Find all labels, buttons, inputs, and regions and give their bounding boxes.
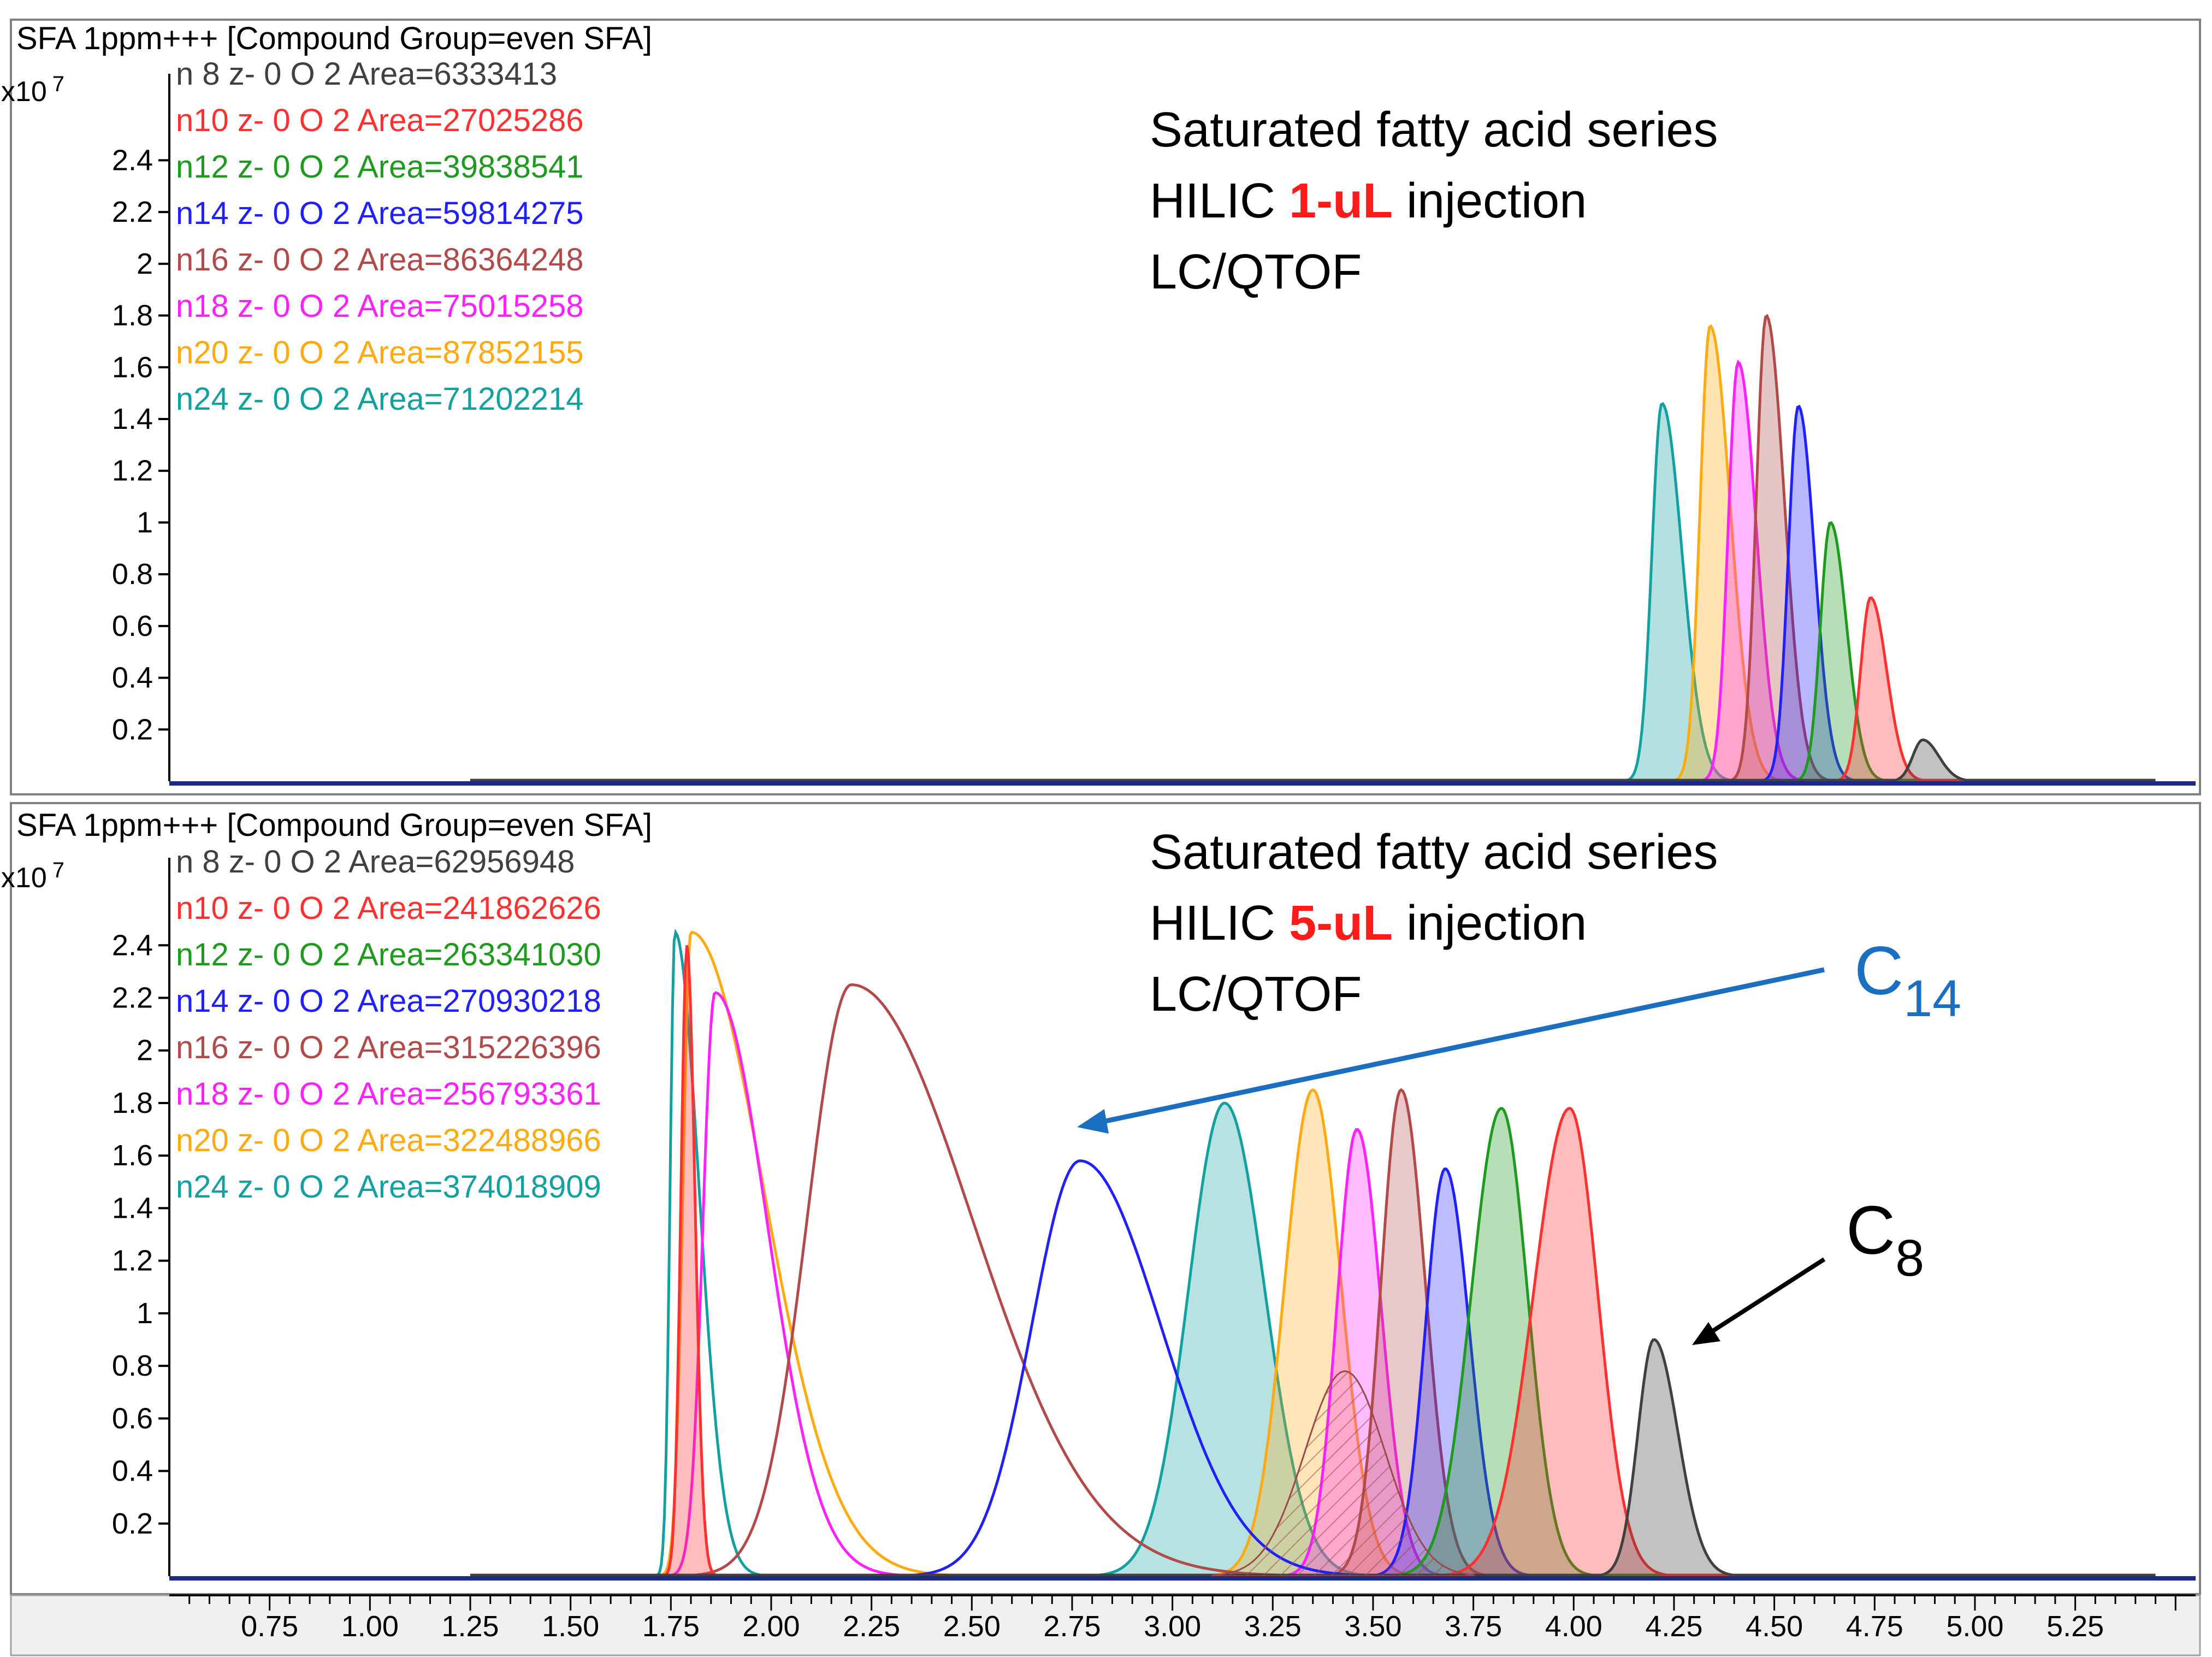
c8-label: C8 (1846, 1193, 1924, 1287)
bottom-y-tick-label: 0.4 (112, 1455, 153, 1488)
top-panel-title: SFA 1ppm+++ [Compound Group=even SFA] (16, 21, 652, 56)
top-y-tick-label: 0.4 (112, 662, 153, 694)
x-tick-label: 2.75 (1043, 1610, 1101, 1643)
integration-hatch (1211, 1370, 1475, 1577)
top-legend-entry: n20 z- 0 O 2 Area=87852155 (176, 335, 584, 370)
top-y-tick-label: 0.6 (112, 610, 153, 642)
x-tick-label: 1.75 (642, 1610, 700, 1643)
top-annotation-line3: LC/QTOF (1150, 245, 1362, 299)
c14-arrow-head (1077, 1109, 1109, 1134)
x-tick-label: 4.00 (1545, 1610, 1602, 1643)
x-tick-label: 2.50 (943, 1610, 1001, 1643)
top-y-tick-label: 2 (137, 247, 153, 280)
x-tick-label: 4.25 (1645, 1610, 1702, 1643)
x-tick-label: 2.00 (742, 1610, 800, 1643)
x-tick-label: 0.75 (241, 1610, 298, 1643)
c14-callout: C14 (1077, 933, 1961, 1134)
x-tick-label: 1.25 (441, 1610, 499, 1643)
top-y-tick-label: 1 (137, 506, 153, 539)
top-plot-area (470, 314, 2156, 782)
top-y-tick-label: 1.2 (112, 455, 153, 487)
top-series-fill (470, 362, 2156, 781)
bottom-y-tick-label: 0.8 (112, 1349, 153, 1382)
x-tick-label: 3.75 (1445, 1610, 1502, 1643)
bottom-injection-volume: 5-uL (1289, 896, 1393, 951)
top-legend-entry: n14 z- 0 O 2 Area=59814275 (176, 196, 584, 231)
bottom-panel-title: SFA 1ppm+++ [Compound Group=even SFA] (16, 807, 652, 843)
bottom-legend-entry: n24 z- 0 O 2 Area=374018909 (176, 1169, 601, 1205)
bottom-y-tick-label: 1 (137, 1297, 153, 1330)
x-tick-label: 5.25 (2047, 1610, 2104, 1643)
top-y-tick-label: 0.8 (112, 558, 153, 591)
bottom-legend-entry: n14 z- 0 O 2 Area=270930218 (176, 983, 601, 1019)
bottom-legend-entry: n16 z- 0 O 2 Area=315226396 (176, 1030, 601, 1065)
bottom-y-tick-label: 2.4 (112, 929, 153, 962)
top-panel (10, 19, 2201, 795)
bottom-axes: 0.2 0.4 0.6 0.8 1 1.2 1.4 1.6 1.8 2 2.2 2.4 (112, 858, 2196, 1581)
bottom-y-tick-label: 0.2 (112, 1507, 153, 1540)
top-y-tick-label: 2.2 (112, 196, 153, 228)
top-legend-entry: n18 z- 0 O 2 Area=75015258 (176, 288, 584, 324)
bottom-y-tick-label: 2.2 (112, 982, 153, 1015)
top-legend-entry: n10 z- 0 O 2 Area=27025286 (176, 103, 584, 138)
top-legend-entry: n16 z- 0 O 2 Area=86364248 (176, 242, 584, 278)
bottom-legend-entry: n12 z- 0 O 2 Area=263341030 (176, 937, 601, 972)
bottom-annotation-line1: Saturated fatty acid series (1150, 825, 1718, 880)
top-annotation-line1: Saturated fatty acid series (1150, 103, 1718, 157)
top-y-tick-label: 0.2 (112, 713, 153, 746)
bottom-legend-entry: n10 z- 0 O 2 Area=241862626 (176, 891, 601, 926)
c8-arrow-shaft (1708, 1257, 1826, 1335)
x-axis-band (10, 1594, 2201, 1656)
bottom-plot-area (470, 928, 2156, 1577)
bottom-legend: n 8 z- 0 O 2 Area=62956948 n10 z- 0 O 2 A… (176, 844, 601, 1205)
top-y-tick-label: 1.4 (112, 403, 153, 435)
bottom-y-tick-label: 1.6 (112, 1139, 153, 1172)
top-y-tick-label: 1.8 (112, 299, 153, 332)
bottom-series-fill (1365, 1169, 1564, 1576)
x-tick-label: 3.25 (1244, 1610, 1302, 1643)
bottom-y-tick-label: 0.6 (112, 1402, 153, 1435)
x-axis: 0.75 1.00 1.25 1.50 1.75 2.00 2.25 2.50 2.75 3.00… (10, 1594, 2201, 1656)
top-legend: n 8 z- 0 O 2 Area=6333413 n10 z- 0 O 2 Ar… (176, 56, 584, 417)
bottom-y-tick-label: 1.4 (112, 1192, 153, 1224)
x-tick-label: 4.75 (1846, 1610, 1903, 1643)
x-tick-label: 2.25 (843, 1610, 900, 1643)
x-tick-label: 1.00 (341, 1610, 399, 1643)
bottom-annotation-line2: HILIC 5-uL injection (1150, 896, 1587, 951)
bottom-panel (10, 802, 2201, 1595)
bottom-y-multiplier: x10 7 (1, 858, 64, 894)
c8-callout: C8 (1692, 1193, 1924, 1345)
bottom-y-tick-label: 1.2 (112, 1245, 153, 1277)
c14-label: C14 (1854, 933, 1961, 1028)
bottom-legend-entry: n 8 z- 0 O 2 Area=62956948 (176, 844, 575, 880)
top-legend-entry: n24 z- 0 O 2 Area=71202214 (176, 381, 584, 417)
top-injection-volume: 1-uL (1289, 174, 1393, 228)
top-y-tick-label: 1.6 (112, 351, 153, 384)
c8-arrow-head (1692, 1322, 1720, 1345)
top-y-multiplier: x10 7 (1, 72, 64, 108)
c14-arrow-shaft (1097, 967, 1825, 1125)
top-annotation-line2: HILIC 1-uL injection (1150, 174, 1587, 228)
top-y-tick-label: 2.4 (112, 144, 153, 176)
x-tick-label: 3.00 (1144, 1610, 1201, 1643)
bottom-y-tick-label: 2 (137, 1034, 153, 1067)
top-series-fill (470, 326, 2156, 781)
bottom-y-tick-label: 1.8 (112, 1087, 153, 1119)
bottom-series-fill (1080, 1103, 1424, 1576)
top-series-line (470, 738, 2156, 782)
top-legend-entry: n12 z- 0 O 2 Area=39838541 (176, 149, 584, 185)
top-legend-entry: n 8 z- 0 O 2 Area=6333413 (176, 56, 557, 92)
x-tick-label: 1.50 (542, 1610, 599, 1643)
bottom-series-fill (1200, 1089, 1453, 1576)
x-tick-label: 3.50 (1344, 1610, 1401, 1643)
bottom-legend-entry: n18 z- 0 O 2 Area=256793361 (176, 1076, 601, 1112)
x-tick-label: 4.50 (1746, 1610, 1803, 1643)
top-axes: 0.2 0.4 0.6 0.8 1 1.2 1.4 1.6 1.8 2 2.2 2.4 (112, 74, 2196, 786)
bottom-legend-entry: n20 z- 0 O 2 Area=322488966 (176, 1123, 601, 1158)
x-tick-label: 5.00 (1946, 1610, 2003, 1643)
bottom-annotation-line3: LC/QTOF (1150, 967, 1362, 1022)
